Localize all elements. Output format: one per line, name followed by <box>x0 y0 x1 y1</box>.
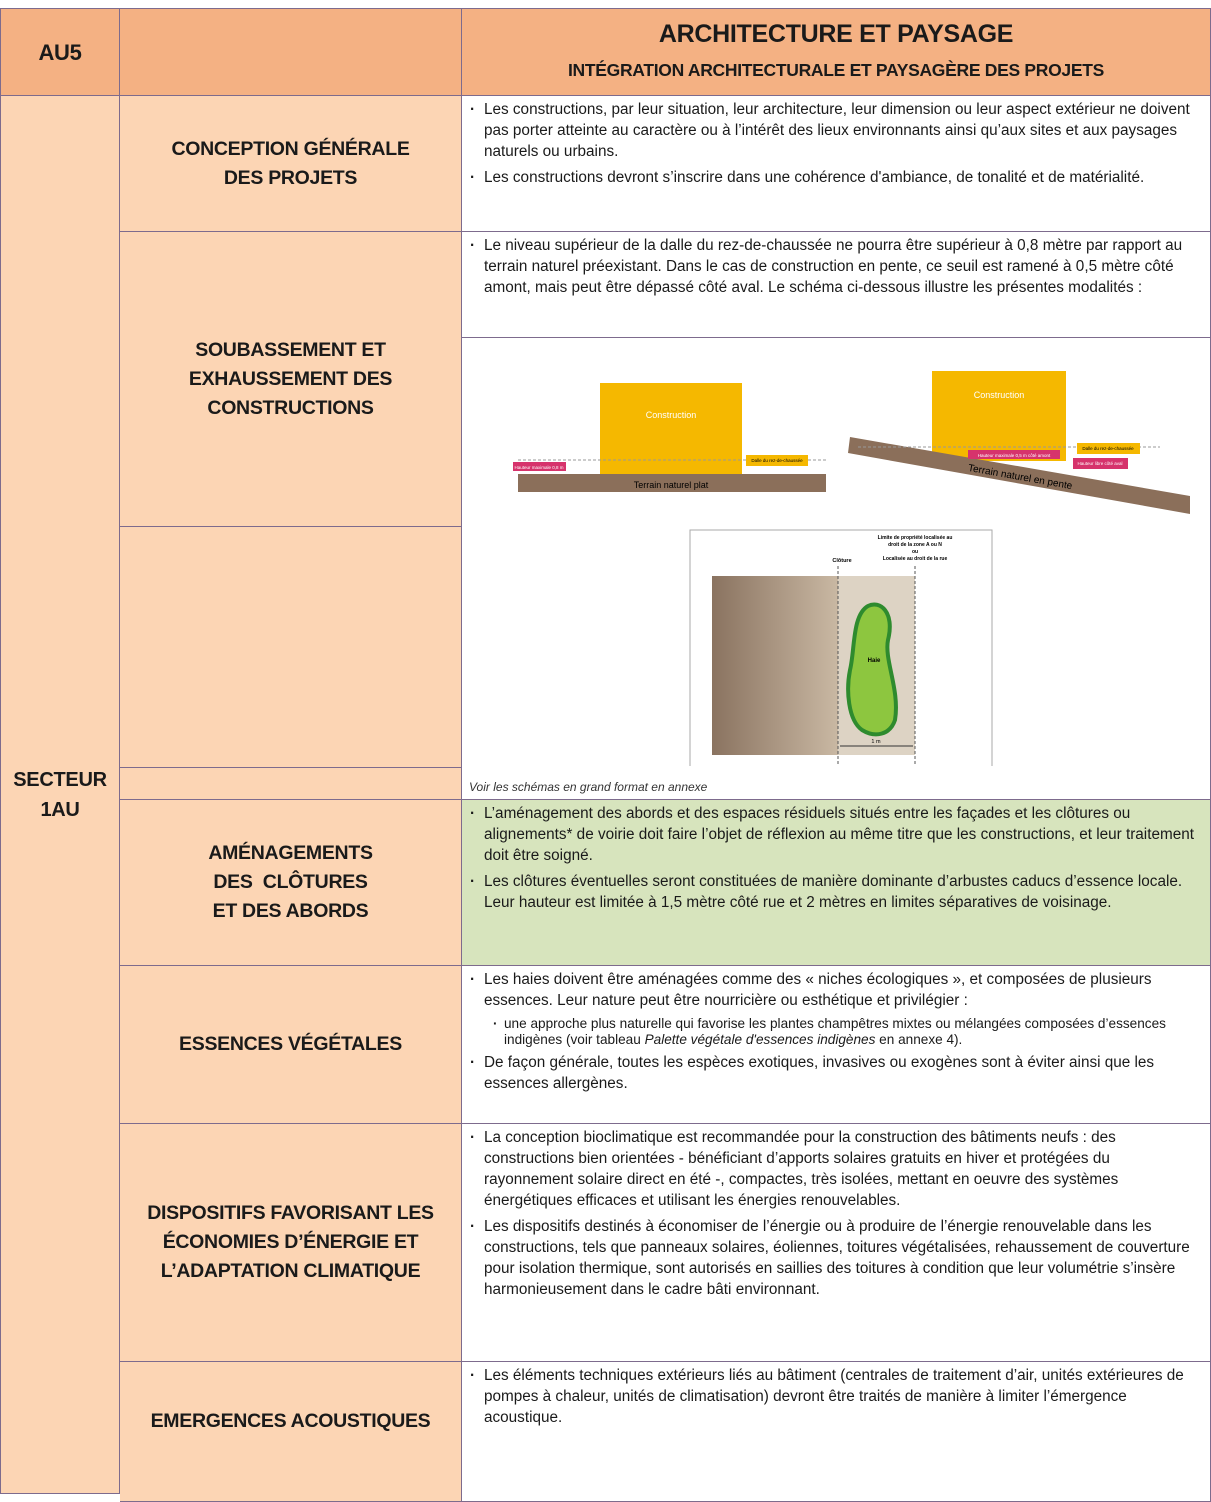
label: Clôture <box>832 558 851 564</box>
heading: SOUBASSEMENT ET <box>195 338 386 361</box>
blank-cell <box>120 527 462 768</box>
bullet: Les éléments techniques extérieurs liés … <box>470 1365 1202 1428</box>
label: Hauteur maximale 0,8 m <box>514 465 563 470</box>
tag <box>746 455 808 466</box>
label: Hauteur maximale 0,5 m côté amont <box>978 453 1051 458</box>
caption: Voir les schémas en grand format en anne… <box>469 780 708 794</box>
construction <box>600 383 742 474</box>
construction <box>932 371 1066 461</box>
heading: CONCEPTION GÉNÉRALE <box>171 137 410 160</box>
bullet: La conception bioclimatique est recomman… <box>470 1127 1202 1211</box>
heading-cell: DISPOSITIFS FAVORISANT LES ÉCONOMIES D’ÉN… <box>120 1124 462 1362</box>
text: Palette végétale d'essences indigènes <box>644 1032 876 1047</box>
heading-cell: EMERGENCES ACOUSTIQUES <box>120 1362 462 1502</box>
text-cell: Les haies doivent être aménagées comme d… <box>462 966 1211 1124</box>
header-blank <box>120 8 462 96</box>
label: droit de la zone A ou N <box>888 542 942 548</box>
text-cell: Les constructions, par leur situation, l… <box>462 96 1211 232</box>
bullet: Les constructions, par leur situation, l… <box>470 99 1202 162</box>
code-cell: AU5 <box>0 8 120 96</box>
subtitle: INTÉGRATION ARCHITECTURALE ET PAYSAGÈRE … <box>567 60 1104 80</box>
heading-cell: ESSENCES VÉGÉTALES <box>120 966 462 1124</box>
text: une approche plus naturelle qui favorise… <box>504 1016 1166 1047</box>
bullet: De façon générale, toutes les espèces ex… <box>470 1052 1202 1094</box>
terrain <box>848 437 1190 514</box>
diagrams: Construction Hauteur maximale 0,8 m Dall… <box>513 371 1190 766</box>
heading-cell: SOUBASSEMENT ET EXHAUSSEMENT DES CONSTRUCT… <box>120 232 462 527</box>
heading: CONSTRUCTIONS <box>207 396 374 419</box>
text-cell: Les éléments techniques extérieurs liés … <box>462 1362 1211 1502</box>
title-cell: ARCHITECTURE ET PAYSAGE INTÉGRATION ARCH… <box>462 8 1211 96</box>
ground <box>712 576 838 755</box>
label: Hauteur libre côté aval <box>1077 461 1122 466</box>
heading: EMERGENCES ACOUSTIQUES <box>150 1410 431 1432</box>
heading: DISPOSITIFS FAVORISANT LES <box>147 1202 434 1224</box>
label: Dalle du rez-de-chaussée <box>1082 446 1134 451</box>
label: Localisée au droit de la rue <box>883 556 948 562</box>
code: AU5 <box>38 39 82 65</box>
label: Limite de propriété localisée au <box>878 535 953 541</box>
hedge <box>846 602 898 737</box>
heading-cell: AMÉNAGEMENTS DES CLÔTURES ET DES ABORDS <box>120 800 462 966</box>
heading: ESSENCES VÉGÉTALES <box>179 1033 402 1055</box>
tag <box>1073 458 1128 469</box>
bullet: Les constructions devront s’inscrire dan… <box>470 167 1202 188</box>
label: 1 m <box>871 739 881 745</box>
bullet: Les dispositifs destinés à économiser de… <box>470 1216 1202 1300</box>
blank-cell <box>120 768 462 800</box>
heading-cell: CONCEPTION GÉNÉRALE DES PROJETS <box>120 96 462 232</box>
bullet: Le niveau supérieur de la dalle du rez-d… <box>470 235 1202 298</box>
tag <box>968 450 1060 459</box>
text-cell: L’aménagement des abords et des espaces … <box>462 800 1211 966</box>
heading: DES CLÔTURES <box>213 871 368 893</box>
tag <box>1077 443 1140 454</box>
heading: DES PROJETS <box>223 166 358 189</box>
heading: AMÉNAGEMENTS <box>208 842 373 864</box>
label: Haie <box>868 658 881 664</box>
bullet: Les clôtures éventuelles seront constitu… <box>470 871 1202 913</box>
heading: EXHAUSSEMENT DES <box>188 367 393 390</box>
label: Dalle du rez-de-chaussée <box>751 458 803 463</box>
text-cell: La conception bioclimatique est recomman… <box>462 1124 1211 1362</box>
heading: L’ADAPTATION CLIMATIQUE <box>160 1260 421 1282</box>
terrain <box>518 474 826 492</box>
heading: ET DES ABORDS <box>212 900 369 922</box>
bullet: L’aménagement des abords et des espaces … <box>470 803 1202 866</box>
tag <box>513 462 566 471</box>
title: ARCHITECTURE ET PAYSAGE <box>658 20 1014 48</box>
sector: SECTEUR 1AU <box>13 768 107 821</box>
text: en annexe 4). <box>875 1032 963 1047</box>
label: Construction <box>974 390 1025 400</box>
label: Terrain naturel plat <box>634 480 709 490</box>
bullet: Les haies doivent être aménagées comme d… <box>470 969 1202 1011</box>
sub-bullet: une approche plus naturelle qui favorise… <box>493 1016 1202 1048</box>
heading: ÉCONOMIES D’ÉNERGIE ET <box>162 1231 419 1253</box>
sector-cell: SECTEUR 1AU <box>0 96 120 1494</box>
label: Construction <box>646 410 697 420</box>
label: ou <box>912 549 918 555</box>
text-cell: Le niveau supérieur de la dalle du rez-d… <box>462 232 1211 338</box>
